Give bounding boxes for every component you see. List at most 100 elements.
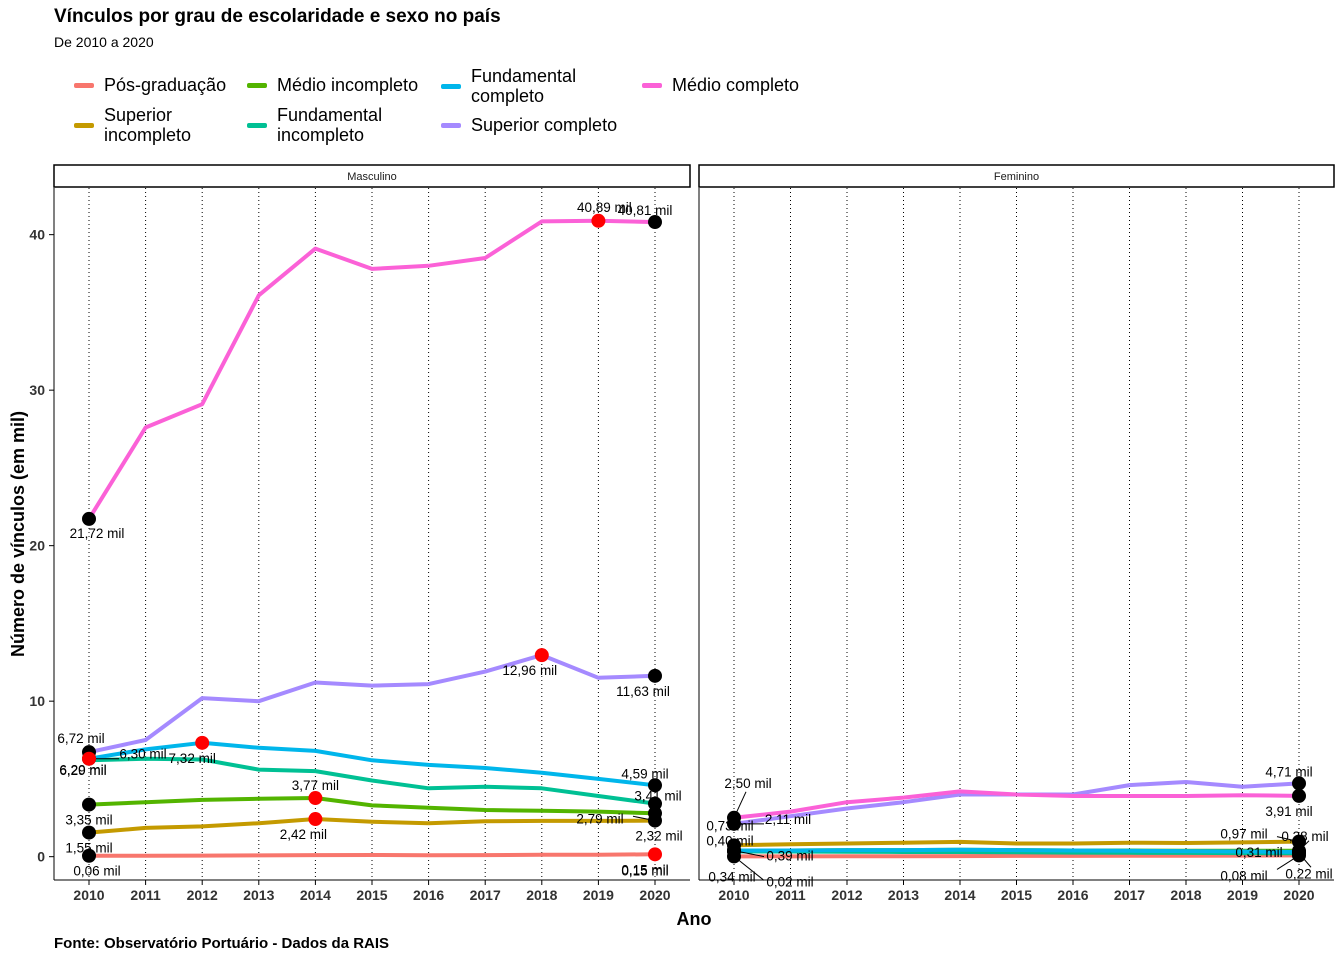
data-label: 0,97 mil	[1220, 827, 1267, 842]
endpoint-marker	[648, 813, 662, 828]
data-label: 12,96 mil	[502, 663, 557, 678]
x-tick-label: 2015	[1001, 887, 1032, 903]
legend-item: Médio completo	[642, 75, 799, 95]
y-tick-label: 30	[29, 382, 45, 398]
data-label: 0,22 mil	[1285, 866, 1332, 881]
data-label: 2,42 mil	[280, 827, 327, 842]
endpoint-marker	[1292, 848, 1306, 863]
data-label: 1,55 mil	[65, 841, 112, 856]
data-label: 0,39 mil	[766, 849, 813, 864]
data-label: 0,40 mil	[706, 833, 753, 848]
data-label: 2,11 mil	[765, 812, 811, 827]
endpoint-marker	[82, 848, 96, 863]
endpoint-marker	[82, 797, 96, 812]
data-label: 6,30 mil	[119, 747, 166, 762]
x-tick-label: 2011	[775, 887, 806, 903]
legend-key	[441, 83, 461, 89]
data-label: 0,06 mil	[73, 864, 120, 879]
x-tick-label: 2012	[831, 887, 862, 903]
legend-label: Médio incompleto	[277, 75, 419, 95]
data-label: 6,29 mil	[59, 763, 106, 778]
y-tick-label: 40	[29, 227, 45, 243]
legend-item: Superior incompleto	[74, 105, 191, 145]
legend-key	[74, 122, 94, 128]
series-line	[87, 817, 657, 835]
legend-key	[642, 82, 662, 88]
x-tick-label: 2020	[1283, 887, 1314, 903]
facet-strip	[53, 164, 691, 188]
panel-feminino: Feminino 2010 2011 2012 2013 2014 2015 2016 2017…	[698, 164, 1335, 903]
y-tick-label: 0	[37, 849, 45, 865]
series-line	[87, 740, 657, 788]
x-tick-label: 2013	[888, 887, 919, 903]
data-label: 0,38 mil	[1281, 829, 1328, 844]
data-label: 21,72 mil	[70, 526, 125, 541]
x-tick-label: 2016	[1057, 887, 1088, 903]
series-line	[732, 847, 1301, 854]
data-label: 4,71 mil	[1265, 764, 1312, 779]
x-tick-label: 2018	[1170, 887, 1201, 903]
data-label: 0,02 mil	[766, 874, 813, 889]
endpoint-marker	[1292, 776, 1306, 791]
x-tick-label: 2014	[944, 887, 975, 903]
endpoint-marker	[648, 668, 662, 683]
legend-label: Médio completo	[672, 75, 800, 95]
data-label: 6,72 mil	[57, 731, 104, 746]
facet-label: Feminino	[994, 171, 1039, 183]
y-axis-title: Número de vínculos (em mil)	[8, 411, 28, 657]
x-tick-label: 2010	[718, 887, 749, 903]
data-label: 7,32 mil	[169, 751, 216, 766]
legend-item: Pós-graduação	[74, 75, 226, 95]
chart-title: Vínculos por grau de escolaridade e sexo…	[54, 6, 501, 27]
max-marker	[308, 791, 323, 806]
max-marker	[82, 751, 96, 766]
data-label: 0,31 mil	[1235, 845, 1282, 860]
max-marker	[308, 812, 323, 827]
max-marker	[534, 648, 549, 663]
x-tick-label: 2018	[526, 887, 557, 903]
data-label: 2,50 mil	[724, 776, 771, 791]
x-tick-label: 2017	[470, 887, 501, 903]
x-tick-label: 2014	[300, 887, 331, 903]
data-label: 4,59 mil	[621, 766, 668, 781]
legend-item: Superior completo	[441, 115, 617, 135]
legend-key	[247, 82, 267, 88]
y-tick-label: 10	[29, 693, 45, 709]
data-label: 0,08 mil	[1220, 868, 1267, 883]
max-marker	[648, 847, 662, 862]
x-tick-label: 2019	[583, 887, 614, 903]
series-line	[87, 218, 657, 521]
endpoint-marker	[82, 511, 96, 526]
max-marker	[591, 213, 606, 228]
data-label: 40,81 mil	[618, 203, 673, 218]
facet-label: Masculino	[347, 171, 397, 183]
x-tick-label: 2010	[73, 887, 104, 903]
data-label: 40,89 mil	[577, 200, 632, 215]
endpoint-marker	[727, 849, 741, 864]
endpoint-marker	[1292, 788, 1306, 803]
series-line	[87, 796, 657, 816]
series-line	[732, 839, 1301, 848]
legend-key	[74, 82, 94, 88]
source-caption: Fonte: Observatório Portuário - Dados da…	[54, 935, 390, 952]
data-label: 0,73 mil	[706, 818, 753, 833]
legend-item: Médio incompleto	[247, 75, 418, 95]
x-tick-label: 2019	[1227, 887, 1258, 903]
endpoint-marker	[648, 796, 662, 811]
data-label: 2,32 mil	[635, 829, 682, 844]
legend-label: Superior completo	[471, 115, 618, 135]
endpoint-marker	[82, 825, 96, 840]
legend-label: Fundamental incompleto	[277, 105, 383, 145]
x-tick-label: 2011	[130, 887, 161, 903]
legend-item: Fundamental completo	[441, 66, 576, 106]
legend-key	[247, 122, 267, 128]
legend-key	[441, 122, 461, 128]
data-label: 11,63 mil	[616, 684, 670, 699]
endpoint-marker	[648, 215, 662, 230]
x-axis-title: Ano	[677, 909, 712, 929]
series-line	[732, 853, 1301, 859]
data-label: 3,35 mil	[65, 813, 112, 828]
max-marker	[195, 735, 210, 750]
